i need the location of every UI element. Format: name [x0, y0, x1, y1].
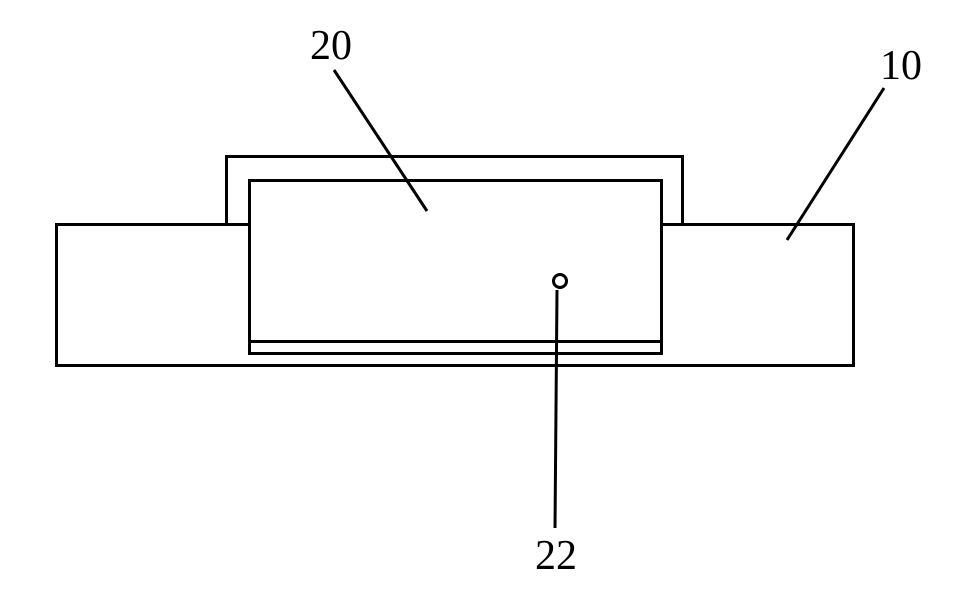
label-22: 22: [535, 535, 577, 577]
leader-10: [787, 88, 884, 240]
bottom-strip: [248, 343, 663, 355]
label-20: 20: [310, 25, 352, 67]
inner-rect-20: [248, 179, 663, 343]
label-10: 10: [880, 45, 922, 87]
feature-circle-22: [552, 273, 568, 289]
